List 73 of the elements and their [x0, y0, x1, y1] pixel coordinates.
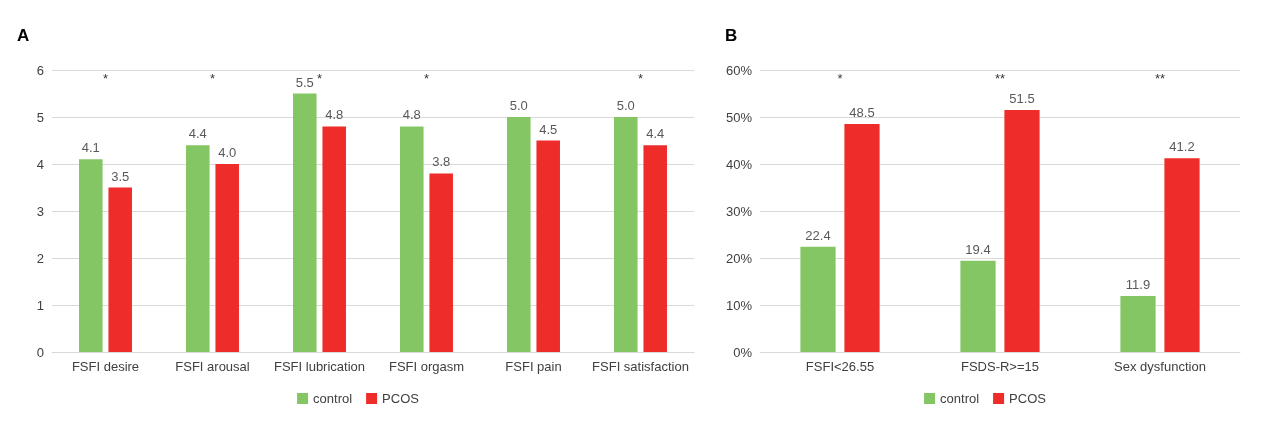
annotation: * [102, 71, 109, 86]
bar [429, 173, 453, 352]
y-tick-label: 6 [36, 62, 44, 78]
annotation: ** [1154, 71, 1166, 86]
bar [400, 126, 424, 352]
x-tick-label: Sex dysfunction [1114, 359, 1206, 374]
data-label: 4.8 [325, 107, 344, 123]
data-label: 4.8 [402, 107, 421, 123]
legend-label: control [940, 391, 980, 406]
data-label: 4.5 [539, 121, 558, 137]
bar [614, 117, 638, 352]
data-label: 3.5 [111, 168, 130, 184]
x-tick-label: FSFI satisfaction [592, 359, 689, 374]
y-tick-label: 50% [725, 109, 753, 125]
y-tick-label: 0 [36, 344, 44, 360]
x-tick-label: FSFI orgasm [388, 359, 465, 374]
data-label: 5.5 [295, 74, 314, 90]
annotation: * [209, 71, 216, 86]
data-label: 4.1 [81, 140, 100, 156]
data-label: 4.0 [218, 145, 237, 160]
data-label: 3.8 [432, 154, 451, 170]
data-label: 19.4 [965, 241, 991, 257]
chart-title: A [17, 26, 30, 45]
y-tick-label: 40% [725, 156, 753, 172]
data-label: 5.0 [509, 98, 528, 113]
bar [1120, 296, 1156, 352]
y-tick-label: 3 [36, 203, 44, 219]
annotation: * [837, 71, 843, 86]
data-label: 22.4 [805, 227, 831, 243]
bar [844, 124, 880, 352]
y-tick-label: 1 [36, 297, 44, 313]
y-tick-label: 10% [725, 297, 753, 313]
y-tick-label: 60% [725, 62, 753, 78]
annotation: * [423, 71, 430, 86]
data-label: 5.0 [616, 98, 635, 113]
x-tick-label: FSFI pain [505, 359, 562, 374]
data-label: 51.5 [1009, 90, 1035, 106]
annotation: * [637, 71, 644, 86]
bar [507, 117, 531, 352]
bar [79, 159, 103, 352]
legend-label: PCOS [382, 391, 420, 406]
x-tick-label: FSDS-R>=15 [960, 359, 1040, 374]
bar [215, 164, 239, 352]
annotation: ** [994, 71, 1006, 86]
legend-label: PCOS [1009, 391, 1047, 406]
bar [322, 126, 346, 352]
y-tick-label: 30% [725, 203, 753, 219]
data-label: 4.4 [188, 126, 207, 142]
y-tick-label: 20% [725, 250, 753, 266]
bar [1164, 158, 1200, 352]
legend-label: control [313, 391, 353, 406]
x-tick-label: FSFI lubrication [273, 359, 366, 374]
bar [1004, 109, 1040, 352]
y-tick-label: 5 [36, 109, 44, 125]
x-tick-label: FSFI arousal [175, 359, 250, 374]
bar [960, 260, 996, 352]
y-tick-label: 2 [36, 250, 44, 266]
data-label: 11.9 [1125, 277, 1151, 293]
bar [186, 145, 210, 352]
x-tick-label: FSFI desire [71, 359, 140, 374]
bar [536, 140, 560, 352]
data-label: 48.5 [849, 105, 875, 121]
bar [293, 93, 317, 352]
bar [108, 187, 132, 352]
x-tick-label: FSFI<26.55 [805, 359, 875, 374]
bar [643, 145, 667, 352]
y-tick-label: 0% [733, 344, 753, 360]
data-label: 4.4 [646, 126, 665, 142]
bar [800, 246, 836, 352]
annotation: * [316, 71, 323, 86]
data-label: 41.2 [1169, 139, 1195, 155]
y-tick-label: 4 [36, 156, 44, 172]
chart-title: B [725, 26, 738, 45]
